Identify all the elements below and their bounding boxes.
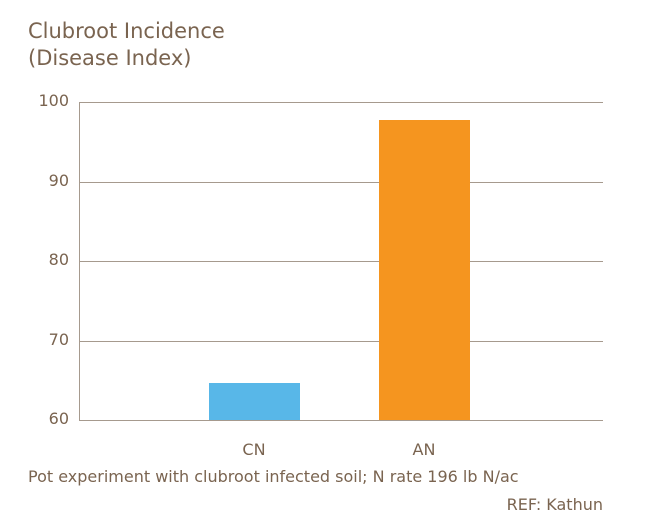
y-tick-label: 90 — [48, 170, 69, 190]
gridline — [79, 261, 603, 262]
chart-title-line-2: (Disease Index) — [28, 46, 192, 70]
gridline — [79, 420, 603, 421]
gridline — [79, 181, 603, 183]
y-tick-label: 80 — [48, 250, 69, 269]
gridline — [79, 340, 603, 342]
y-tick-label: 70 — [48, 329, 69, 349]
bar-cn — [209, 382, 300, 420]
chart-title-line-1: Clubroot Incidence — [28, 19, 225, 43]
x-tick-label: CN — [242, 440, 266, 459]
bar-an — [379, 120, 470, 420]
plot-area: 100 90 80 70 60 CN AN — [38, 93, 603, 459]
x-tick-label: AN — [412, 440, 436, 459]
y-tick-label: 60 — [48, 409, 69, 428]
chart-title: Clubroot Incidence (Disease Index) — [28, 18, 225, 72]
footnote: Pot experiment with clubroot infected so… — [28, 467, 519, 486]
gridline — [79, 102, 603, 103]
reference: REF: Kathun — [506, 495, 603, 514]
y-tick-label: 100 — [38, 91, 69, 110]
